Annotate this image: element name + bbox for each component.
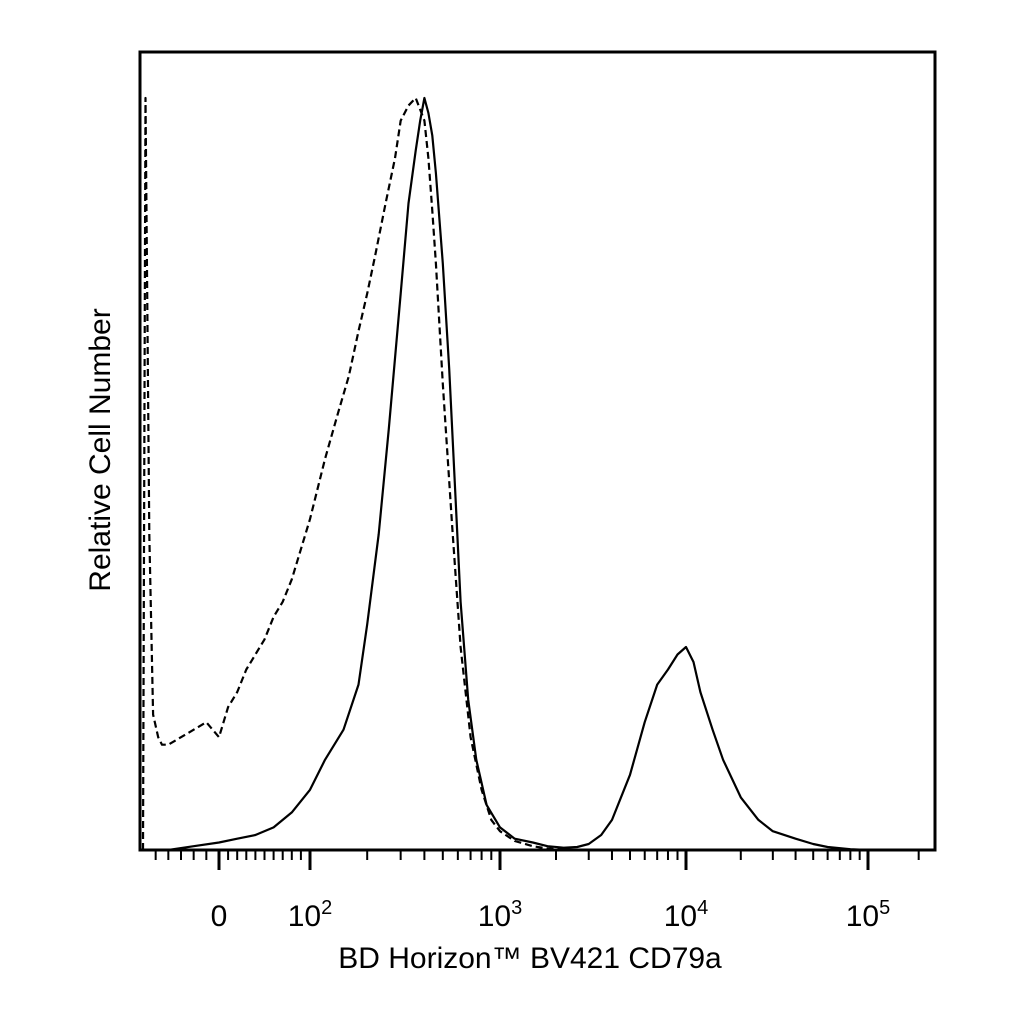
- x-tick-label: 0: [211, 900, 228, 933]
- x-axis-major-ticks: [217, 850, 870, 870]
- y-axis-label: Relative Cell Number: [84, 308, 117, 591]
- x-tick-label: 102: [288, 897, 333, 933]
- x-axis-minor-ticks: [154, 850, 920, 860]
- plot-frame: [138, 50, 937, 852]
- x-axis-tick-labels: 0 102 103 104 105: [211, 897, 891, 933]
- x-axis-label: BD Horizon™ BV421 CD79a: [338, 942, 722, 975]
- x-tick-label: 105: [846, 897, 891, 933]
- control-histogram-line: [141, 96, 935, 852]
- x-tick-label: 103: [478, 897, 523, 933]
- series-layer: [141, 96, 935, 852]
- stained-histogram-line: [143, 96, 935, 852]
- x-tick-label: 104: [664, 897, 709, 933]
